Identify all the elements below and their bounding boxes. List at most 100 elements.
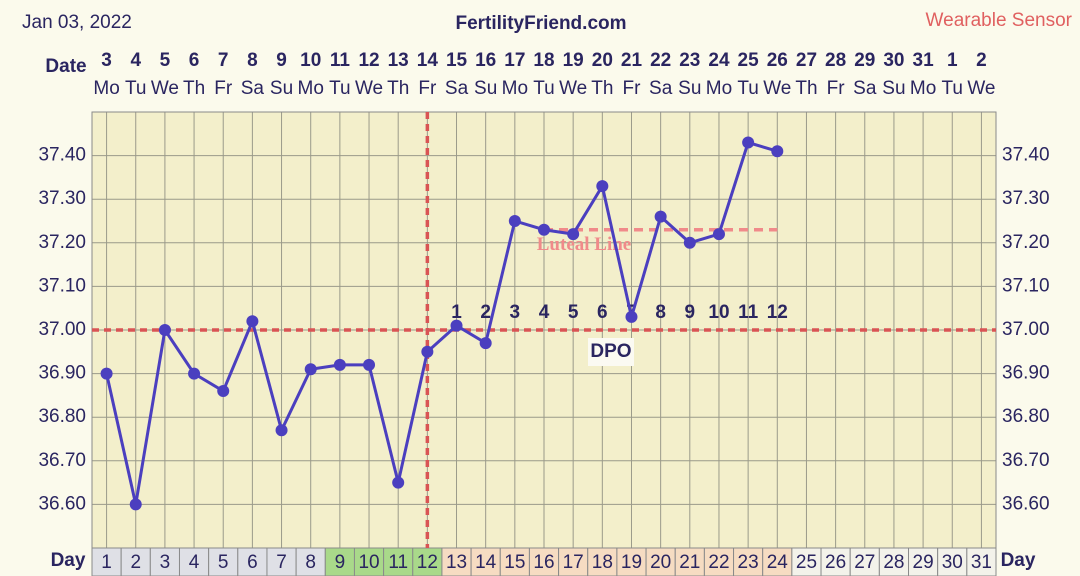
temperature-point [450,319,463,332]
day-label: Day [1001,550,1036,571]
day-cell [295,547,326,576]
temperature-point [100,367,113,380]
weekday-label: Tu [942,78,963,99]
date-label: 16 [475,50,496,71]
date-label: 18 [533,50,554,71]
temperature-point [421,345,434,358]
temperature-point [392,476,405,489]
y-tick-label: 36.60 [38,493,86,514]
day-number: 1 [101,552,112,573]
date-label: 13 [388,50,409,71]
date-label: 21 [621,50,643,71]
weekday-label: Su [474,78,497,99]
temperature-point [333,358,346,371]
date-label: 25 [738,50,760,71]
date-label: 20 [592,50,613,71]
day-number: 4 [189,552,200,573]
date-label: 5 [160,50,171,71]
day-number: 31 [971,552,992,573]
dpo-number: 8 [655,302,666,323]
weekday-label: Fr [827,78,846,99]
y-tick-label: 37.40 [38,145,86,166]
weekday-label: We [559,78,587,99]
date-label: 12 [358,50,379,71]
y-tick-label: 37.40 [1002,145,1050,166]
date-label: 17 [504,50,525,71]
y-tick-label: 37.10 [1002,275,1050,296]
temperature-point [188,367,201,380]
weekday-label: Tu [737,78,758,99]
day-number: 2 [130,552,141,573]
y-tick-label: 36.70 [38,450,86,471]
date-label: 28 [825,50,846,71]
weekday-label: Su [882,78,905,99]
day-number: 9 [335,552,346,573]
weekday-label: Mo [93,78,119,99]
y-tick-label: 37.20 [38,232,86,253]
day-number: 29 [913,552,934,573]
weekday-label: Fr [418,78,437,99]
y-tick-label: 37.10 [38,275,86,296]
date-label: 31 [913,50,935,71]
date-label: 7 [218,50,229,71]
dpo-number: 12 [767,302,788,323]
day-number: 13 [446,552,467,573]
day-number: 28 [883,552,904,573]
day-number: 14 [475,552,497,573]
dpo-number: 1 [451,302,462,323]
weekday-label: Mo [502,78,528,99]
weekday-label: Tu [125,78,146,99]
date-label: 4 [130,50,141,71]
y-tick-label: 37.00 [1002,319,1050,340]
y-tick-label: 37.30 [1002,188,1050,209]
day-number: 17 [563,552,584,573]
dpo-number: 3 [510,302,521,323]
weekday-label: Fr [214,78,233,99]
day-number: 23 [738,552,759,573]
temperature-point [625,310,638,323]
dpo-number: 6 [597,302,608,323]
weekday-label: Tu [329,78,350,99]
date-label: 10 [300,50,321,71]
day-number: 26 [825,552,846,573]
day-number: 8 [305,552,316,573]
day-number: 30 [942,552,963,573]
date-label: 9 [276,50,287,71]
date-label: 2 [976,50,987,71]
temperature-point [479,337,492,350]
day-number: 24 [767,552,789,573]
weekday-label: Th [183,78,205,99]
weekday-label: We [355,78,383,99]
weekday-label: Sa [853,78,877,99]
temperature-point [508,215,521,227]
day-number: 12 [417,552,438,573]
date-label: 27 [796,50,817,71]
chart-date: Jan 03, 2022 [22,12,132,33]
day-number: 5 [218,552,229,573]
day-cell [616,547,647,576]
date-label: 6 [189,50,200,71]
day-cell [499,547,530,576]
temperature-point [217,385,230,398]
temperature-point [304,363,317,376]
weekday-label: Mo [298,78,324,99]
temperature-point [129,498,142,511]
date-label: 3 [101,50,112,71]
temperature-point [538,223,550,236]
dpo-number: 2 [480,302,491,323]
weekday-label: Tu [533,78,554,99]
weekday-label: We [151,78,179,99]
source-label: Wearable Sensor [926,10,1073,31]
day-number: 11 [388,552,408,573]
weekday-label: Th [591,78,613,99]
day-cell [733,547,764,576]
temperature-point [158,324,171,336]
weekday-label: Sa [445,78,469,99]
day-cell [966,547,997,576]
weekday-label: Sa [241,78,265,99]
luteal-label: Luteal Line [537,234,631,255]
day-number: 10 [358,552,379,573]
y-tick-label: 36.80 [38,406,86,427]
y-tick-label: 36.60 [1002,493,1050,514]
y-tick-label: 37.30 [38,188,86,209]
